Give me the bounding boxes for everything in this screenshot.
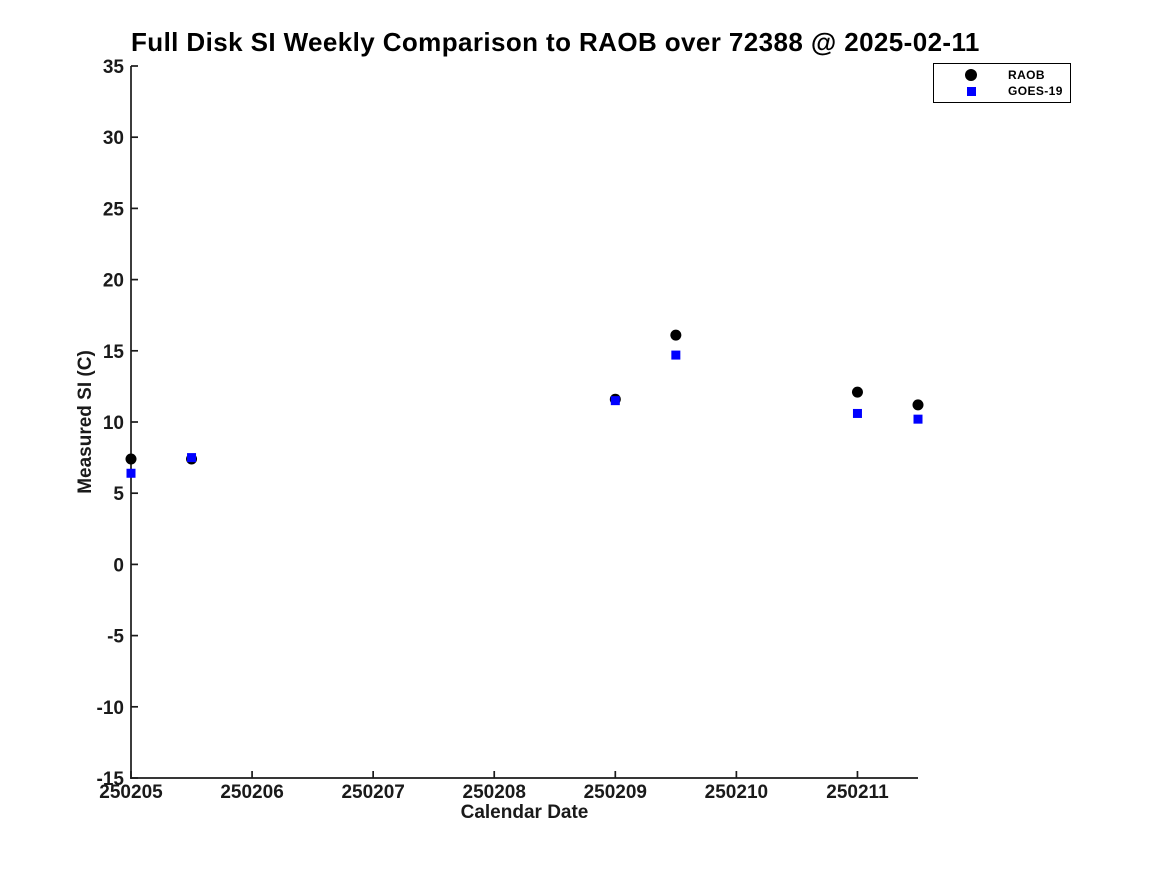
y-tick-label: 25: [103, 199, 125, 220]
legend-icon-cell: [934, 69, 1008, 81]
x-axis-label: Calendar Date: [460, 802, 589, 823]
raob-marker-icon: [965, 69, 977, 81]
y-tick-label: 15: [103, 342, 125, 363]
goes-19-marker: [852, 408, 862, 418]
chart-title: Full Disk SI Weekly Comparison to RAOB o…: [131, 27, 980, 57]
y-tick-label: 20: [103, 271, 124, 292]
goes-19-marker: [187, 453, 197, 463]
y-tick-label: 5: [113, 484, 124, 505]
y-tick-label: -5: [107, 627, 124, 648]
y-tick-label: 10: [103, 413, 124, 434]
legend-label: RAOB: [1008, 68, 1045, 82]
x-tick-label: 250209: [584, 782, 647, 803]
legend: RAOB GOES-19: [933, 63, 1071, 103]
x-tick-label: 250211: [826, 782, 889, 803]
goes-19-marker-icon: [966, 86, 976, 96]
raob-marker: [670, 329, 682, 341]
goes-19-marker: [610, 396, 620, 406]
x-tick-label: 250208: [463, 782, 526, 803]
goes-19-marker: [913, 414, 923, 424]
legend-row: RAOB: [934, 67, 1070, 83]
y-tick-label: -15: [97, 769, 125, 790]
x-tick-label: 250207: [341, 782, 404, 803]
goes-19-marker: [126, 468, 136, 478]
x-tick-label: 250210: [705, 782, 768, 803]
legend-row: GOES-19: [934, 83, 1070, 99]
raob-marker: [851, 386, 863, 398]
y-tick-label: 35: [103, 57, 125, 78]
legend-icon-cell: [934, 86, 1008, 96]
y-tick-label: 30: [103, 128, 124, 149]
raob-marker: [125, 453, 137, 465]
y-tick-label: 0: [113, 555, 124, 576]
goes-19-marker: [671, 350, 681, 360]
legend-label: GOES-19: [1008, 84, 1063, 98]
x-tick-label: 250206: [220, 782, 283, 803]
y-axis-label: Measured SI (C): [75, 350, 96, 494]
y-tick-label: -10: [97, 698, 124, 719]
x-tick-label: 250205: [99, 782, 163, 803]
raob-marker: [912, 399, 924, 411]
